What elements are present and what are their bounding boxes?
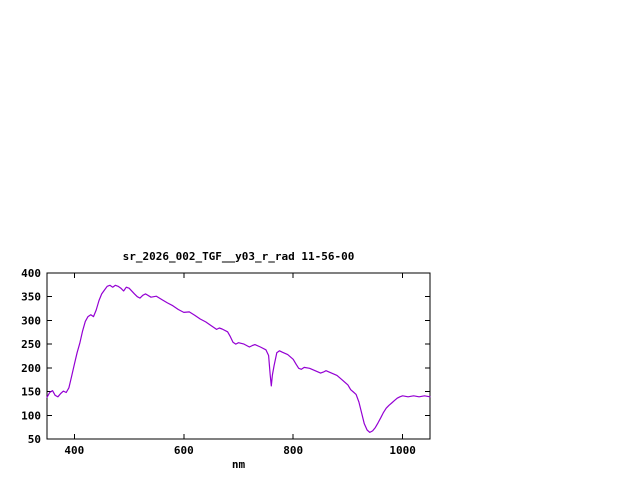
y-tick-label: 150: [21, 386, 41, 399]
x-tick-label: 800: [283, 444, 303, 457]
y-tick-label: 50: [28, 433, 41, 446]
x-axis-label: nm: [231, 458, 246, 471]
x-tick-label: 400: [64, 444, 84, 457]
y-tick-label: 200: [21, 362, 41, 375]
series-line: [46, 284, 431, 433]
chart-title: sr_2026_002_TGF__y03_r_rad 11-56-00: [122, 250, 355, 263]
y-tick-label: 350: [21, 291, 41, 304]
y-tick-label: 100: [21, 409, 41, 422]
y-tick-label: 300: [21, 314, 41, 327]
y-tick-label: 250: [21, 338, 41, 351]
x-tick-label: 600: [174, 444, 194, 457]
x-tick-label: 1000: [389, 444, 416, 457]
plot-border: [46, 272, 431, 440]
y-tick-label: 400: [21, 267, 41, 280]
